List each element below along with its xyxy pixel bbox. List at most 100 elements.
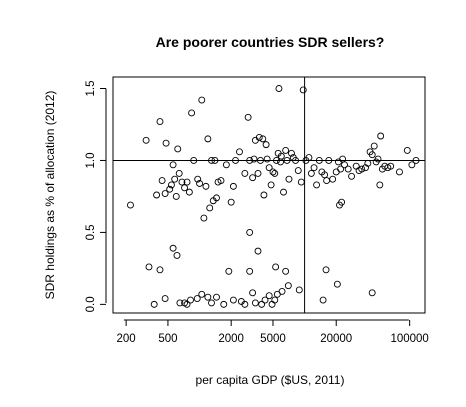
- data-point: [213, 194, 220, 202]
- data-point: [262, 141, 270, 149]
- data-point: [217, 177, 225, 185]
- data-point: [277, 152, 285, 160]
- y-tick-label: 1.5: [85, 81, 97, 97]
- data-point: [344, 165, 352, 173]
- data-point: [278, 287, 286, 295]
- x-tick-label: 20000: [320, 333, 352, 345]
- data-point: [337, 165, 345, 173]
- data-points: [127, 85, 420, 308]
- data-point: [352, 162, 360, 170]
- data-point: [161, 295, 169, 303]
- data-point: [370, 142, 378, 150]
- data-point: [171, 175, 179, 183]
- data-point: [185, 188, 193, 196]
- data-point: [250, 155, 258, 163]
- data-point: [175, 169, 183, 177]
- data-point: [257, 157, 264, 164]
- x-tick-label: 500: [158, 333, 177, 345]
- x-tick-label: 200: [117, 333, 136, 345]
- data-point: [396, 168, 403, 176]
- data-point: [225, 267, 233, 275]
- chart-title: Are poorer countries SDR sellers?: [156, 34, 385, 50]
- data-point: [277, 158, 284, 166]
- data-point: [169, 161, 177, 169]
- data-point: [246, 157, 254, 164]
- data-point: [142, 136, 150, 144]
- y-tick-label: 0.5: [85, 224, 97, 240]
- data-point: [368, 289, 376, 297]
- data-point: [167, 181, 175, 189]
- data-point: [169, 244, 177, 252]
- data-point: [176, 299, 184, 307]
- data-point: [236, 148, 243, 156]
- data-point: [162, 139, 170, 147]
- data-point: [259, 135, 267, 143]
- data-point: [412, 157, 420, 164]
- data-point: [368, 151, 376, 159]
- data-point: [204, 293, 212, 301]
- data-point: [284, 282, 292, 290]
- data-point: [299, 86, 307, 94]
- data-point: [295, 286, 303, 294]
- data-point: [153, 191, 161, 199]
- data-point: [325, 157, 333, 164]
- data-point: [273, 157, 280, 164]
- data-point: [297, 178, 305, 186]
- data-point: [206, 204, 214, 212]
- data-point: [334, 158, 342, 166]
- data-point: [374, 155, 382, 163]
- data-point: [292, 157, 299, 164]
- data-point: [188, 109, 196, 117]
- data-point: [183, 300, 191, 308]
- data-point: [315, 157, 323, 164]
- data-point: [258, 300, 266, 308]
- plot-area: [112, 76, 426, 314]
- data-point: [260, 191, 268, 199]
- data-point: [229, 182, 237, 190]
- data-point: [172, 192, 180, 200]
- data-point: [377, 132, 385, 140]
- data-point: [307, 169, 315, 177]
- data-point: [208, 157, 215, 164]
- data-point: [181, 184, 189, 192]
- data-point: [283, 157, 291, 164]
- data-point: [208, 299, 215, 307]
- data-point: [156, 118, 164, 126]
- data-point: [323, 177, 331, 185]
- data-point: [319, 296, 327, 304]
- data-point: [249, 174, 257, 182]
- data-point: [198, 96, 206, 104]
- data-point: [213, 293, 220, 301]
- data-point: [358, 165, 366, 173]
- data-point: [229, 296, 237, 304]
- y-tick-label: 0.0: [85, 296, 97, 312]
- data-point: [294, 167, 302, 174]
- data-point: [332, 168, 340, 176]
- data-point: [196, 180, 204, 187]
- data-point: [156, 266, 164, 274]
- data-point: [255, 133, 263, 141]
- data-point: [166, 185, 174, 193]
- data-point: [232, 157, 239, 164]
- data-point: [200, 214, 208, 222]
- x-tick-label: 5000: [260, 333, 286, 345]
- data-point: [305, 154, 313, 162]
- data-point: [333, 280, 341, 288]
- data-point: [190, 157, 198, 164]
- data-point: [263, 155, 271, 163]
- data-point: [150, 300, 158, 308]
- data-point: [261, 296, 269, 304]
- data-point: [310, 164, 318, 172]
- data-point: [193, 295, 201, 303]
- data-point: [265, 164, 273, 172]
- x-tick-label: 100000: [390, 333, 428, 345]
- data-point: [246, 228, 254, 236]
- data-point: [158, 177, 166, 185]
- data-point: [161, 190, 169, 198]
- data-point: [187, 296, 194, 304]
- data-point: [173, 251, 181, 259]
- y-axis-label: SDR holdings as % of allocation (2012): [43, 91, 57, 300]
- data-point: [313, 181, 321, 189]
- data-point: [322, 266, 330, 274]
